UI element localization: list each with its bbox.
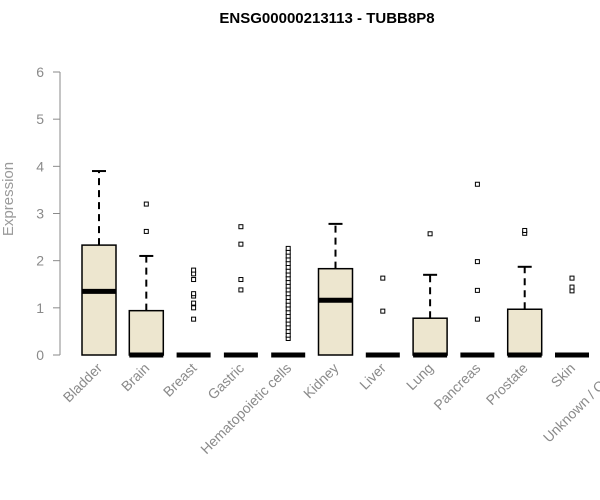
- outlier-point: [191, 305, 197, 311]
- box-group: [128, 201, 165, 358]
- x-tick-label: Lung: [403, 360, 436, 393]
- y-tick-label: 6: [36, 64, 44, 80]
- box: [317, 267, 354, 356]
- outlier-point: [380, 308, 386, 314]
- x-tick-label: Brain: [118, 360, 152, 394]
- box: [506, 308, 543, 356]
- boxes: [81, 170, 589, 358]
- outlier-point: [569, 275, 575, 281]
- outlier-point: [569, 284, 575, 290]
- x-tick-label: Bladder: [60, 360, 106, 406]
- chart-title: ENSG00000213113 - TUBB8P8: [219, 10, 434, 27]
- x-tick-label: Kidney: [300, 360, 342, 402]
- outlier-point: [522, 227, 528, 233]
- y-tick-label: 3: [36, 206, 44, 222]
- outlier-point: [143, 228, 149, 234]
- box-group: [412, 231, 448, 358]
- outlier-point: [474, 287, 480, 293]
- x-tick-label: Breast: [160, 360, 200, 400]
- box-group: [506, 227, 543, 358]
- outlier-point: [191, 300, 197, 306]
- box-group: [81, 170, 117, 356]
- outlier-point: [427, 231, 433, 237]
- x-tick-label: Prostate: [483, 360, 531, 408]
- x-tick-label: Liver: [356, 360, 389, 393]
- y-axis: 0 1 2 3 4 5 6: [36, 64, 61, 363]
- y-tick-label: 2: [36, 253, 44, 269]
- y-tick-label: 4: [36, 158, 44, 174]
- x-tick-label: Pancreas: [430, 360, 483, 413]
- outlier-point: [238, 241, 244, 247]
- box: [128, 309, 165, 356]
- outlier-point: [143, 201, 149, 207]
- outlier-point: [474, 181, 480, 187]
- outlier-point: [238, 287, 244, 293]
- outlier-point: [238, 277, 244, 283]
- box: [81, 244, 117, 356]
- box-group: [317, 222, 354, 356]
- x-tick-label: Skin: [548, 360, 579, 391]
- box-group: [365, 275, 400, 358]
- x-tick-label: Hematopoietic cells: [197, 360, 294, 457]
- box-group: [176, 267, 211, 358]
- outlier-point: [285, 245, 291, 251]
- y-axis-label: Expression: [0, 162, 17, 236]
- box-group: [223, 224, 258, 358]
- outlier-point: [191, 267, 197, 273]
- outlier-point: [474, 259, 480, 265]
- y-tick-label: 1: [36, 300, 44, 316]
- y-tick-label: 5: [36, 111, 44, 127]
- y-tick-label: 0: [36, 347, 44, 363]
- outlier-point: [191, 291, 197, 297]
- box-group: [460, 181, 495, 358]
- outlier-point: [191, 277, 197, 283]
- outlier-point: [238, 224, 244, 230]
- box-group: [271, 245, 306, 358]
- box: [412, 317, 448, 356]
- outlier-point: [191, 316, 197, 322]
- outlier-point: [380, 275, 386, 281]
- x-tick-label: Gastric: [204, 360, 247, 403]
- box-group: [555, 275, 589, 358]
- outlier-point: [474, 316, 480, 322]
